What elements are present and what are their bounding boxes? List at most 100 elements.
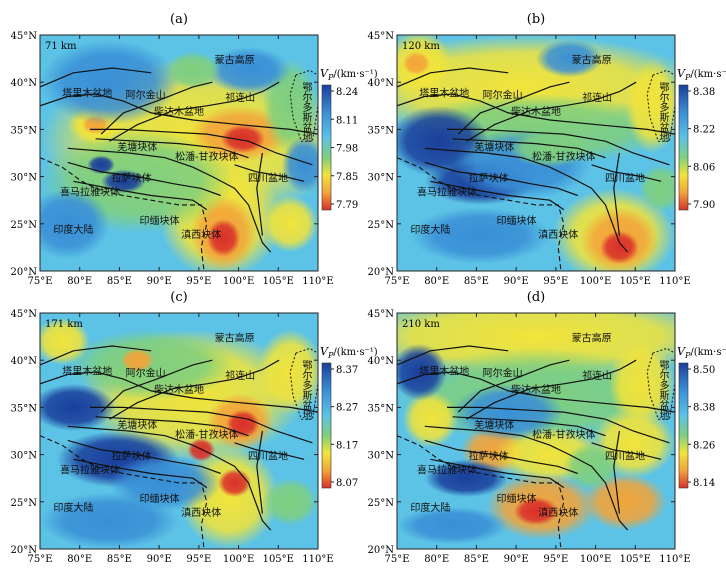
colorbar: VP/(km·s⁻¹) 8.37 8.27 8.17 8.07 <box>320 345 378 489</box>
fault-line <box>234 442 305 460</box>
fault-line <box>397 345 509 366</box>
lon-tick-label: 95°E <box>543 276 568 287</box>
region-label-himalaya: 喜马拉雅块体 <box>60 185 120 198</box>
lon-tick-label: 90°E <box>147 554 172 565</box>
velocity-anomaly <box>281 136 318 194</box>
lon-tick-label: 75°E <box>384 276 409 287</box>
colorbar-title: VP/(km·s⁻¹) <box>677 345 726 360</box>
lat-tick-label: 30°N <box>11 173 38 184</box>
fault-line <box>397 93 675 135</box>
region-label-altun: 阿尔金山 <box>126 367 166 380</box>
velocity-anomaly <box>638 164 675 212</box>
map-frame <box>396 312 676 550</box>
colorbar-tick-label: 8.37 <box>336 365 358 376</box>
colorbar-tick-label: 8.14 <box>693 478 715 489</box>
region-label-india: 印度大陆 <box>410 501 450 514</box>
fault-line <box>40 93 318 135</box>
lat-tick-label: 25°N <box>11 220 38 231</box>
fault-line <box>424 425 629 531</box>
colorbar-tick-label: 8.38 <box>693 87 715 98</box>
fault-line <box>452 416 606 437</box>
region-label-yunnan: 滇西块体 <box>181 228 221 241</box>
region-label-indochina: 印缅块体 <box>497 214 537 227</box>
depth-label: 210 km <box>402 319 440 330</box>
ordos-boundary <box>646 69 675 142</box>
lon-tick-label: 100°E <box>580 554 611 565</box>
velocity-anomaly <box>40 383 116 431</box>
lon-tick-label: 105°E <box>620 554 651 565</box>
lat-tick-label: 35°N <box>11 403 38 414</box>
lon-tick-label: 90°E <box>504 554 529 565</box>
colorbar-tick-label: 7.90 <box>693 200 715 211</box>
velocity-anomaly <box>120 348 154 373</box>
lat-tick-label: 20°N <box>11 545 38 556</box>
fault-line <box>256 430 263 514</box>
lat-tick-label: 20°N <box>368 267 395 278</box>
lat-tick-label: 25°N <box>368 498 395 509</box>
panel-label: (c) <box>170 290 187 305</box>
colorbar: VP/(km·s⁻¹) 8.50 8.38 8.26 8.14 <box>677 345 726 489</box>
tectonic-boundaries <box>397 67 675 271</box>
lon-tick-label: 110°E <box>659 554 690 565</box>
lon-tick-label: 110°E <box>659 276 690 287</box>
fault-line <box>466 359 637 420</box>
lat-tick-label: 25°N <box>368 220 395 231</box>
fault-line <box>457 81 570 135</box>
fault-line <box>95 416 249 437</box>
lon-tick-label: 75°E <box>27 276 52 287</box>
region-label-qiangtang: 羌塘块体 <box>117 141 157 154</box>
lon-tick-label: 80°E <box>424 554 449 565</box>
velocity-anomaly <box>40 188 110 260</box>
fault-line <box>40 67 152 88</box>
tectonic-boundaries <box>40 67 318 271</box>
velocity-anomaly <box>220 124 266 153</box>
region-label-lhasa: 拉萨块体 <box>112 171 152 184</box>
velocity-anomaly <box>397 506 509 545</box>
region-label-qilian: 祁连山 <box>582 369 612 382</box>
depth-label: 71 km <box>45 41 77 52</box>
lon-tick-label: 85°E <box>107 276 132 287</box>
region-label-himalaya: 喜马拉雅块体 <box>417 463 477 476</box>
fault-line <box>40 371 318 413</box>
colorbar-title: VP/(km·s⁻¹) <box>320 345 378 360</box>
region-label-songpan: 松潘-甘孜块体 <box>175 150 238 163</box>
lon-tick-label: 100°E <box>223 276 254 287</box>
velocity-anomaly <box>424 459 509 498</box>
velocity-anomaly <box>206 46 291 94</box>
lon-tick-label: 85°E <box>464 276 489 287</box>
fault-line <box>613 152 620 236</box>
lon-tick-label: 105°E <box>620 276 651 287</box>
velocity-field <box>397 35 675 271</box>
fault-line <box>424 161 578 197</box>
velocity-anomaly <box>262 195 318 253</box>
region-label-qaidam: 柴达木盆地 <box>511 105 561 118</box>
velocity-anomaly <box>40 39 179 125</box>
fault-line <box>424 439 578 475</box>
colorbar-ramp <box>678 84 689 211</box>
velocity-anomaly <box>536 39 603 78</box>
dashed-boundary <box>397 157 565 271</box>
lon-tick-label: 85°E <box>107 554 132 565</box>
lon-tick-label: 95°E <box>543 554 568 565</box>
region-label-indochina: 印缅块体 <box>140 214 180 227</box>
region-label-yunnan: 滇西块体 <box>538 506 578 519</box>
lon-tick-label: 80°E <box>67 554 92 565</box>
lon-tick-label: 80°E <box>67 276 92 287</box>
region-label-qilian: 祁连山 <box>225 369 255 382</box>
velocity-field <box>40 35 318 271</box>
ordos-boundary <box>289 347 318 420</box>
colorbar-ramp <box>321 362 332 489</box>
lat-tick-label: 35°N <box>11 125 38 136</box>
region-label-india: 印度大陆 <box>410 223 450 236</box>
fault-line <box>397 67 509 88</box>
region-label-altun: 阿尔金山 <box>483 89 523 102</box>
region-label-qiangtang: 羌塘块体 <box>474 419 514 432</box>
fault-line <box>73 458 208 489</box>
velocity-anomaly <box>513 497 559 526</box>
region-label-tarim: 塔里木盆地 <box>419 364 469 377</box>
depth-label: 171 km <box>45 319 83 330</box>
region-label-himalaya: 喜马拉雅块体 <box>417 185 477 198</box>
